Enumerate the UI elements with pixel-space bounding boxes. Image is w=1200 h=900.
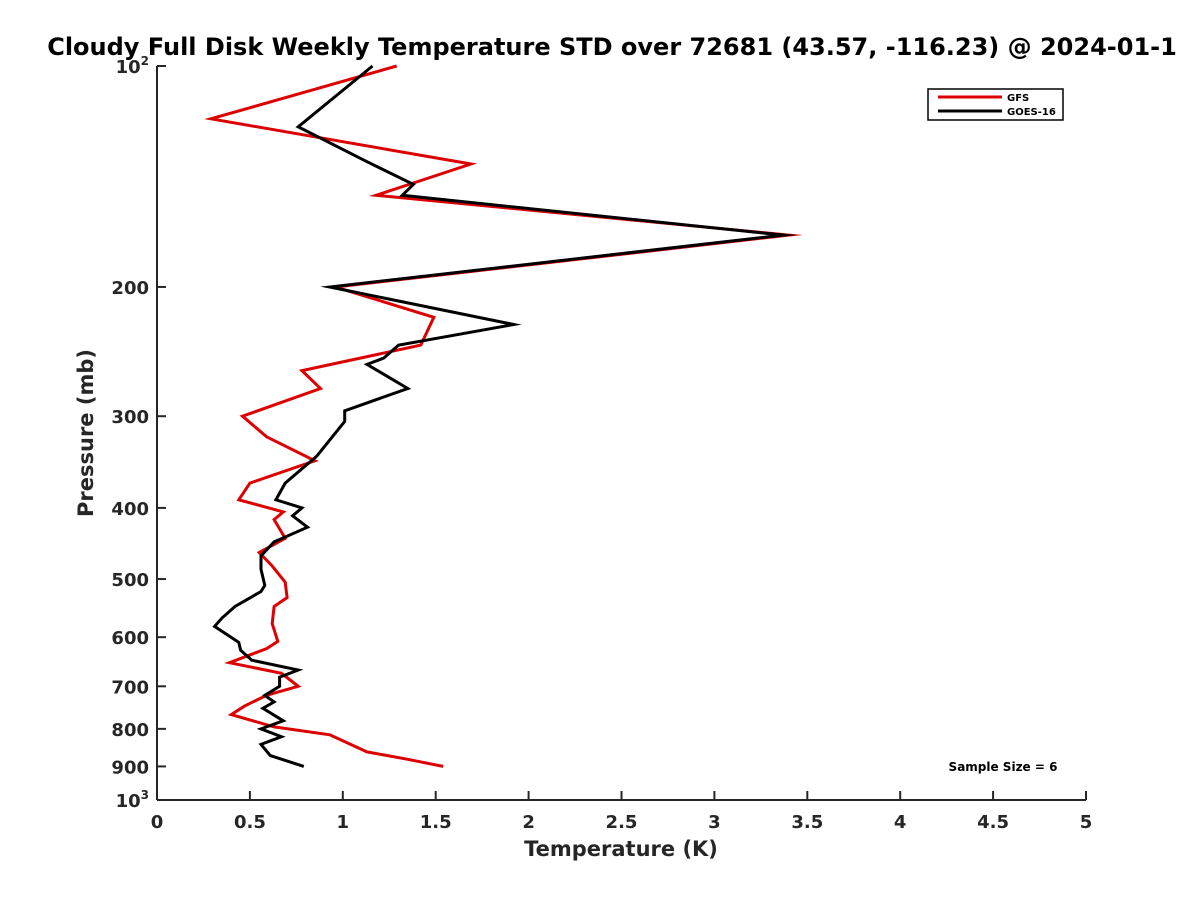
x-tick-label: 0.5 <box>234 812 266 833</box>
legend: GFS GOES-16 <box>927 88 1064 121</box>
legend-label: GFS <box>1007 93 1029 104</box>
series-line-goes-16 <box>212 64 797 768</box>
axes <box>156 66 1086 801</box>
y-tick-label: 400 <box>111 499 149 520</box>
legend-label: GOES-16 <box>1007 107 1056 118</box>
y-ticks: 102 200 300 400 500 600 700 800 900 103 <box>111 54 166 812</box>
x-tick-label: 3 <box>708 812 721 833</box>
x-tick-label: 3.5 <box>791 812 823 833</box>
y-axis-label: Pressure (mb) <box>74 349 98 517</box>
y-tick-label: 103 <box>116 788 149 812</box>
series-line-gfs <box>204 64 803 768</box>
y-tick-label: 900 <box>111 757 149 778</box>
plot-area <box>204 64 803 768</box>
y-tick-label: 500 <box>111 570 149 591</box>
legend-box <box>927 88 1064 121</box>
x-tick-label: 1 <box>337 812 350 833</box>
y-tick-label: 300 <box>111 407 149 428</box>
x-ticks: 0 0.5 1 1.5 2 2.5 3 3.5 4 4.5 5 <box>151 791 1093 833</box>
x-tick-label: 0 <box>151 812 164 833</box>
y-tick-label: 800 <box>111 720 149 741</box>
y-tick-label: 600 <box>111 628 149 649</box>
y-tick-label: 102 <box>116 54 149 78</box>
x-tick-label: 5 <box>1080 812 1093 833</box>
x-tick-label: 2 <box>522 812 535 833</box>
x-axis-label: Temperature (K) <box>524 837 718 861</box>
y-tick-label: 700 <box>111 677 149 698</box>
sample-size-annotation: Sample Size = 6 <box>949 760 1058 774</box>
x-tick-label: 2.5 <box>606 812 638 833</box>
x-tick-label: 1.5 <box>420 812 452 833</box>
y-tick-label: 200 <box>111 278 149 299</box>
chart-title: Cloudy Full Disk Weekly Temperature STD … <box>47 33 1177 61</box>
x-tick-label: 4.5 <box>977 812 1009 833</box>
x-tick-label: 4 <box>894 812 907 833</box>
